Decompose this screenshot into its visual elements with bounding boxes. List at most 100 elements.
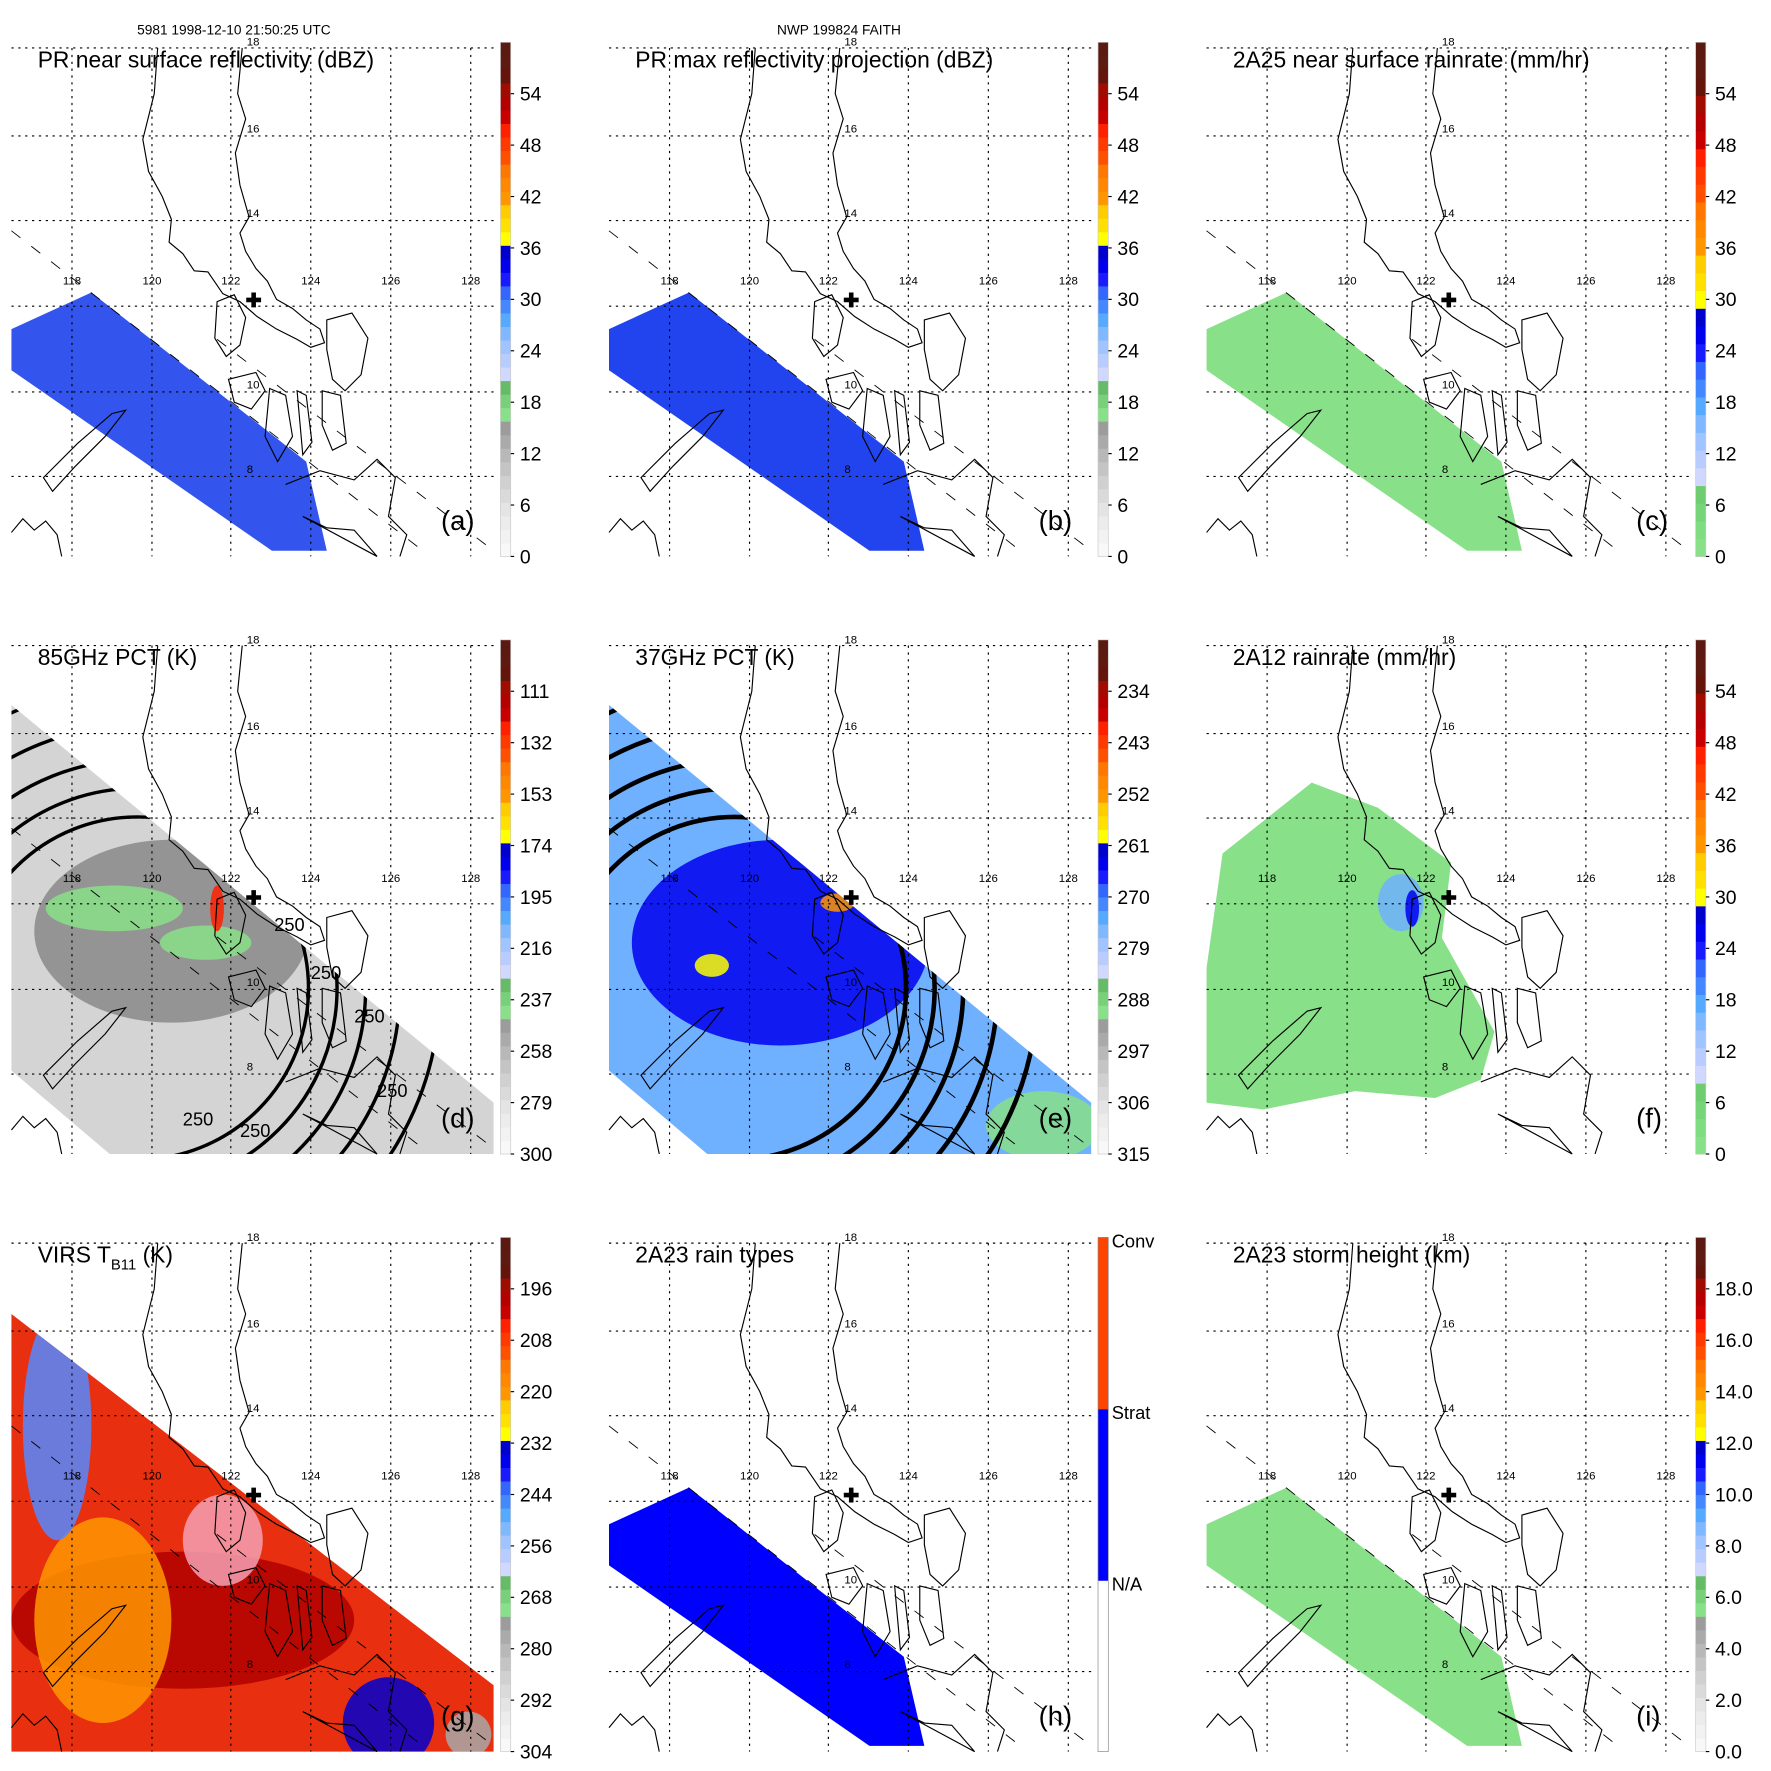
colorbar-tick-label: 54 [1715, 84, 1737, 106]
colorbar [1097, 41, 1109, 558]
colorbar [1097, 1237, 1109, 1753]
colorbar-cell [1098, 869, 1109, 884]
colorbar-tick-label: 12 [1715, 1041, 1737, 1063]
colorbar-cell [1695, 1083, 1706, 1102]
colorbar-cell [1695, 42, 1706, 61]
longitude-label: 120 [1338, 873, 1357, 885]
storm-center-cross-icon [1441, 1487, 1457, 1503]
longitude-label: 126 [979, 1471, 998, 1483]
colorbar-cell [1098, 150, 1109, 165]
colorbar-cell [1098, 1140, 1109, 1155]
colorbar-cell [500, 978, 511, 993]
coastline [10, 517, 63, 557]
colorbar-cell [1695, 1278, 1706, 1293]
latitude-label: 16 [1442, 124, 1455, 136]
colorbar-cell [1695, 746, 1706, 765]
colorbar-tick-label: 48 [520, 135, 542, 157]
data-features [1298, 1346, 1481, 1432]
contour-label: 250 [240, 1120, 270, 1141]
panel-letter-label: (b) [1039, 505, 1073, 536]
colorbar-cell [1695, 976, 1706, 996]
colorbar-cell [1695, 1250, 1706, 1266]
colorbar-tick-label: 48 [1117, 135, 1139, 157]
colorbar-cell [1098, 653, 1109, 668]
longitude-label: 128 [1059, 1471, 1078, 1483]
colorbar-tick-label: 315 [1117, 1144, 1149, 1166]
latitude-label: 14 [1442, 806, 1455, 818]
colorbar-tick-label: 16.0 [1715, 1330, 1753, 1352]
colorbar-cell [1695, 1589, 1706, 1604]
map-panel-h: 18 16 14 10 8 118 120 122 124 126 128 2A23 rain typ… [608, 1231, 1155, 1753]
colorbar-cell [500, 802, 511, 817]
colorbar-cell [500, 761, 511, 776]
colorbar-cell [500, 775, 511, 790]
colorbar-cell [1098, 1086, 1109, 1101]
colorbar-tick-label: 280 [520, 1639, 553, 1661]
colorbar-cell [1695, 396, 1706, 416]
colorbar-cell [1695, 1710, 1706, 1726]
coastline [1237, 1604, 1323, 1688]
colorbar-cell [1695, 432, 1706, 451]
colorbar-cell [1695, 1399, 1706, 1414]
coastline [739, 1243, 923, 1544]
colorbar-cell [1098, 488, 1109, 503]
data-feature [34, 1517, 172, 1724]
coastline [811, 294, 844, 358]
longitude-label: 124 [899, 1471, 919, 1483]
colorbar-cell [1695, 834, 1706, 854]
longitude-label: 122 [819, 873, 838, 885]
colorbar-cell [1695, 763, 1706, 783]
colorbar-tick-label: 0 [520, 546, 531, 568]
colorbar-cell [500, 326, 511, 341]
colorbar-cell [1098, 748, 1109, 763]
longitude-label: 122 [819, 1471, 838, 1483]
coastline [919, 390, 945, 451]
colorbar-tick-label: 208 [520, 1330, 552, 1352]
colorbar-cell [1098, 461, 1109, 476]
latitude-label: 10 [844, 379, 857, 391]
coastline [825, 1566, 864, 1605]
colorbar-cell [500, 856, 511, 871]
colorbar-cell [500, 1724, 511, 1739]
swath-edge-line [216, 338, 494, 552]
colorbar-cell [500, 937, 511, 952]
coastline [1422, 969, 1461, 1008]
colorbar-cell [500, 883, 511, 898]
colorbar-tick-label: 6 [1117, 495, 1128, 517]
contour-label: 250 [354, 1006, 384, 1027]
colorbar-cell [1098, 367, 1109, 382]
colorbar-cell [500, 869, 511, 884]
colorbar-cell [1695, 1670, 1706, 1685]
colorbar-cell [500, 639, 511, 654]
orbit-datetime-header: 5981 1998-12-10 21:50:25 UTC [137, 22, 331, 37]
latitude-label: 10 [1442, 379, 1455, 391]
colorbar-cell [1098, 1072, 1109, 1087]
coastline [923, 1507, 967, 1587]
latitude-label: 14 [247, 208, 260, 220]
coastline [1459, 985, 1489, 1061]
coastline [296, 389, 313, 457]
colorbar-cell [500, 164, 511, 179]
colorbar-tick-label: 244 [520, 1484, 553, 1506]
colorbar-tick-label: 36 [520, 238, 542, 260]
swath-edge-line [814, 936, 1092, 1149]
latitude-label: 16 [1442, 1319, 1455, 1331]
longitude-label: 126 [381, 1471, 400, 1483]
colorbar-cell [1098, 1099, 1109, 1114]
longitude-label: 122 [1416, 1471, 1435, 1483]
coastline [214, 294, 247, 358]
colorbar-cell [1695, 272, 1706, 292]
coastline [883, 1056, 1005, 1155]
longitude-label: 124 [301, 873, 321, 885]
colorbar-tick-label: 237 [520, 990, 552, 1012]
latitude-label: 8 [1442, 1659, 1448, 1671]
colorbar-cell [500, 1589, 511, 1604]
colorbar-tick-label: 243 [1117, 733, 1149, 755]
latitude-label: 18 [1442, 37, 1455, 49]
colorbar-cell [1098, 883, 1109, 898]
contour-label: 250 [377, 1080, 407, 1101]
colorbar-cell [1695, 1440, 1706, 1455]
colorbar-cell [500, 191, 511, 206]
latitude-label: 18 [844, 634, 857, 646]
colorbar-cell [500, 1656, 511, 1671]
